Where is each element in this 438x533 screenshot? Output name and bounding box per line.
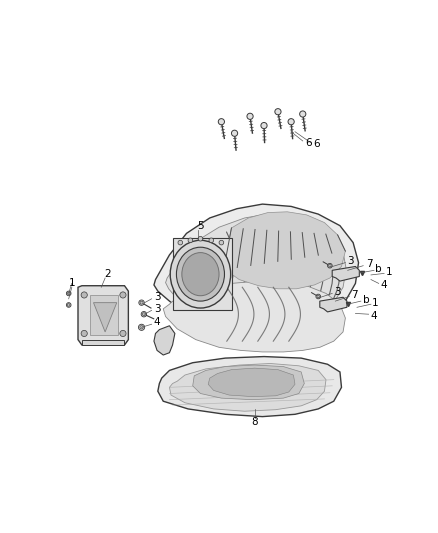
Ellipse shape [177,247,224,301]
Polygon shape [224,212,346,289]
Text: 3: 3 [347,256,354,266]
Polygon shape [154,326,175,355]
Circle shape [120,330,126,336]
FancyBboxPatch shape [173,238,232,310]
Text: 4: 4 [154,317,160,327]
Text: 1: 1 [69,278,76,288]
Circle shape [219,240,224,245]
Text: b: b [363,295,370,304]
Polygon shape [163,281,346,352]
Circle shape [317,295,320,298]
Text: 4: 4 [371,311,378,321]
Text: 3: 3 [334,287,341,297]
Circle shape [247,113,253,119]
Circle shape [81,292,87,298]
Circle shape [139,300,144,305]
Text: 7: 7 [366,259,373,269]
Circle shape [178,240,183,245]
Text: 3: 3 [154,292,160,302]
Text: 8: 8 [251,417,258,427]
Polygon shape [90,295,118,335]
Polygon shape [320,297,347,312]
Ellipse shape [170,240,231,308]
Polygon shape [193,365,304,400]
Circle shape [261,123,267,128]
Circle shape [67,303,71,308]
Polygon shape [332,266,359,281]
Circle shape [67,292,70,295]
Text: 6: 6 [306,138,312,148]
Circle shape [231,130,238,136]
Polygon shape [158,357,342,417]
Circle shape [188,238,193,243]
Text: 1: 1 [372,297,379,308]
Circle shape [328,264,331,267]
Circle shape [67,291,71,296]
Circle shape [328,263,332,268]
Text: 7: 7 [351,290,358,300]
Circle shape [67,304,70,306]
Text: 3: 3 [154,304,160,314]
Circle shape [81,330,87,336]
Text: 1: 1 [385,267,392,277]
Polygon shape [82,340,124,345]
Polygon shape [166,215,346,327]
Circle shape [140,326,143,329]
Circle shape [218,119,224,125]
Circle shape [198,237,203,241]
Circle shape [141,311,147,317]
Polygon shape [78,286,128,345]
Text: 6: 6 [313,139,320,149]
Text: 2: 2 [104,269,111,279]
Circle shape [142,313,145,316]
Circle shape [120,292,126,298]
Circle shape [275,109,281,115]
Ellipse shape [182,253,219,296]
Polygon shape [208,368,295,397]
Circle shape [209,238,214,243]
Polygon shape [170,364,326,411]
Polygon shape [93,303,117,332]
Circle shape [316,294,321,299]
Circle shape [140,301,143,304]
Circle shape [300,111,306,117]
Circle shape [288,119,294,125]
Text: b: b [375,264,382,274]
Polygon shape [154,204,359,332]
Circle shape [138,324,145,330]
Text: 4: 4 [380,280,387,290]
Text: 5: 5 [197,221,204,231]
